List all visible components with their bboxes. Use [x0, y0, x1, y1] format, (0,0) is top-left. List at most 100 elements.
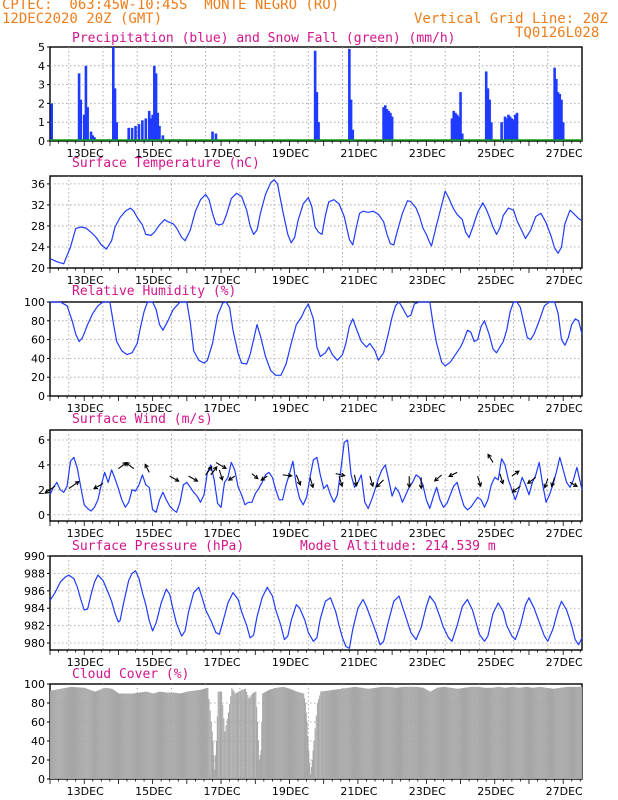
cloud-bar	[386, 686, 388, 779]
cloud-bar	[156, 692, 158, 779]
cloud-bar	[297, 691, 299, 779]
wind-vector	[124, 461, 135, 470]
cloud-bar	[227, 712, 229, 779]
cloud-bar	[368, 688, 370, 779]
cloud-bar	[130, 693, 132, 779]
precip-ytick-label: 0	[38, 135, 45, 148]
wind-vector-head	[221, 464, 227, 470]
cloud-bar	[552, 688, 554, 779]
cloud-bar	[119, 693, 121, 779]
wind-vector-head	[487, 453, 492, 459]
cloud-bar	[352, 687, 354, 779]
cloud-bar	[239, 690, 241, 779]
cloud-bar	[538, 686, 540, 779]
cloud-bar	[495, 687, 497, 779]
pres-series-line	[49, 570, 583, 649]
wind-vector-shaft	[499, 473, 504, 484]
cloud-bar	[506, 687, 508, 779]
wind-vector	[338, 475, 344, 488]
cloud-bar	[199, 689, 201, 779]
precip-bar	[144, 118, 148, 141]
wind-vector-shaft	[369, 475, 374, 487]
cloud-bar	[138, 692, 141, 779]
wind-vector	[406, 476, 412, 489]
precip-bar	[93, 137, 96, 141]
cloud-bar	[350, 687, 352, 779]
cloud-bar	[102, 688, 104, 779]
cloud-bar	[514, 687, 516, 779]
precip-bar	[385, 109, 389, 141]
wind-ytick-label: 2	[38, 484, 45, 497]
cloud-bar	[337, 689, 339, 779]
precip-bar	[382, 107, 385, 141]
wind-vector-shaft	[477, 475, 482, 487]
cloud-bar	[256, 722, 259, 779]
cloud-bar	[416, 686, 418, 779]
cloud-bar	[129, 693, 131, 779]
cloud-bar	[117, 692, 119, 779]
cloud-bar	[147, 692, 149, 779]
cloud-bar	[433, 689, 435, 779]
cloud-bar	[287, 688, 289, 779]
rh-xtick-label: 19DEC	[272, 402, 309, 415]
cloud-bar	[575, 686, 577, 779]
cloud-bar	[76, 687, 78, 779]
cloud-bar	[380, 686, 382, 779]
cloud-bar	[446, 687, 448, 779]
precip-bar	[484, 71, 488, 141]
cloud-bar	[523, 687, 525, 779]
precip-bar	[508, 116, 512, 141]
cloud-bar	[451, 687, 453, 779]
precip-bar	[130, 127, 134, 141]
cloud-bar	[419, 687, 421, 779]
wind-vector-shaft	[511, 470, 520, 477]
cloud-bar	[532, 687, 534, 779]
cloud-bar	[531, 687, 533, 779]
cloud-bar	[216, 716, 218, 779]
cloud-bar	[84, 687, 86, 779]
cloud-bar	[175, 692, 177, 779]
cloud-bar	[179, 693, 181, 779]
cloud-bar	[382, 686, 384, 779]
cloud-bar	[357, 687, 359, 779]
wind-vector-shaft	[44, 485, 56, 494]
temp-ytick-label: 24	[31, 241, 45, 254]
wind-vector-shaft	[93, 483, 104, 490]
cloud-bar	[580, 686, 582, 779]
cloud-bar	[504, 687, 506, 779]
precip-bar	[77, 73, 81, 141]
cloud-bar	[143, 691, 145, 779]
cloud-bar	[325, 690, 327, 779]
cloud-bar	[202, 689, 204, 779]
precip-bar	[149, 118, 153, 141]
wind-vector-shaft	[335, 473, 345, 477]
cloud-bar	[291, 689, 293, 779]
cloud-bar	[356, 687, 358, 779]
precip-bar	[558, 94, 562, 141]
cloud-bar	[169, 692, 171, 779]
rh-ytick-label: 40	[31, 352, 45, 365]
cloud-bar	[258, 760, 260, 779]
cloud-bar	[431, 690, 433, 779]
cloud-bar	[105, 687, 107, 779]
wind-vector	[353, 474, 359, 488]
cloud-bar	[424, 688, 426, 779]
precip-xtick-label: 21DEC	[340, 147, 377, 160]
cloud-bar	[408, 686, 410, 779]
precip-bar	[211, 131, 214, 141]
temp-xtick-label: 13DEC	[67, 274, 104, 287]
cloud-bar	[415, 686, 417, 779]
cloud-bar	[411, 686, 413, 779]
cloud-bar	[503, 687, 505, 779]
precip-bar	[505, 118, 509, 141]
precip-bar	[315, 92, 319, 141]
cloud-xtick-label: 19DEC	[272, 785, 309, 798]
precip-bar	[127, 127, 130, 141]
temp-xtick-label: 23DEC	[409, 274, 446, 287]
pres-xtick-label: 17DEC	[204, 656, 241, 669]
cloud-xtick-label: 21DEC	[340, 785, 377, 798]
cloud-bar	[406, 686, 408, 779]
cloud-bar	[170, 692, 172, 779]
cloud-bar	[528, 687, 530, 779]
precip-bar	[513, 114, 517, 141]
